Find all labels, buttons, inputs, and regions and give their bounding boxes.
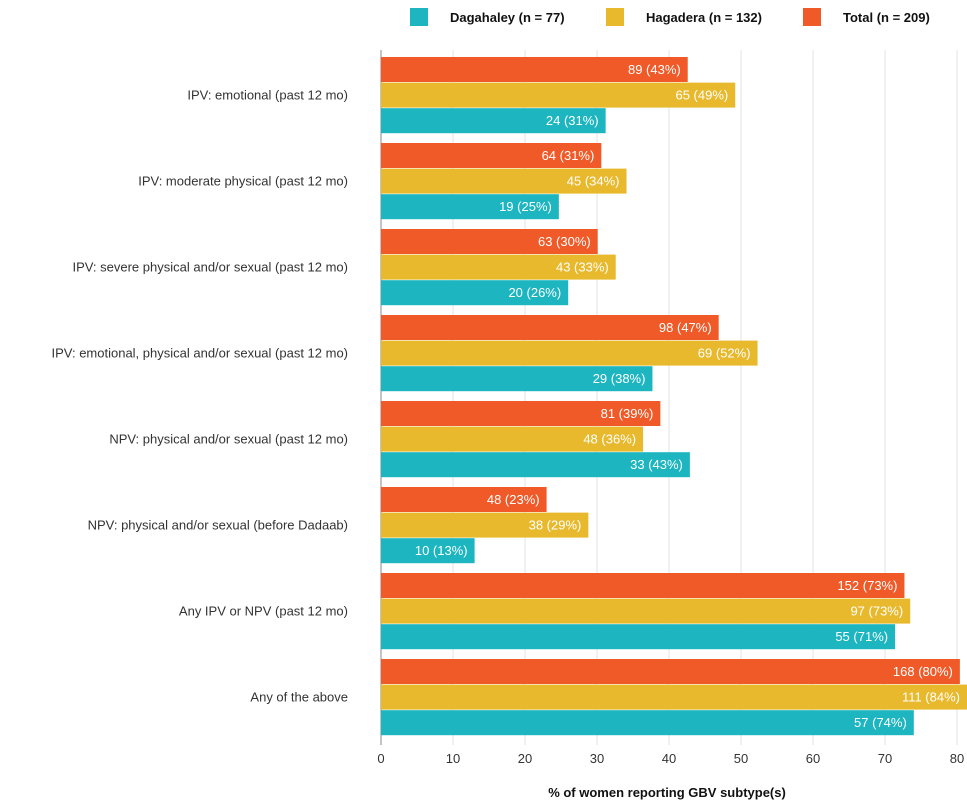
bar-value-label: 152 (73%)	[837, 578, 897, 593]
bar	[381, 426, 644, 452]
bar-value-label: 57 (74%)	[854, 715, 907, 730]
category-label: NPV: physical and/or sexual (past 12 mo)	[109, 432, 348, 447]
legend-swatch	[410, 8, 428, 26]
bar-value-label: 48 (36%)	[583, 432, 636, 447]
bar	[381, 573, 905, 598]
bar-value-label: 33 (43%)	[630, 457, 683, 472]
bar-value-label: 63 (30%)	[538, 234, 591, 249]
bar	[381, 57, 688, 82]
x-axis-title: % of women reporting GBV subtype(s)	[548, 785, 786, 800]
bar	[381, 659, 960, 684]
bar	[381, 538, 475, 564]
bar-value-label: 10 (13%)	[415, 543, 468, 558]
category-label: NPV: physical and/or sexual (before Dada…	[88, 518, 348, 533]
legend-item-label[interactable]: Total (n = 209)	[843, 10, 930, 25]
bar-value-label: 24 (31%)	[546, 113, 599, 128]
category-label: IPV: emotional, physical and/or sexual (…	[52, 346, 349, 361]
category-label: IPV: emotional (past 12 mo)	[187, 88, 348, 103]
bar-value-label: 29 (38%)	[593, 371, 646, 386]
x-tick-label: 80	[950, 751, 964, 766]
x-tick-label: 0	[377, 751, 384, 766]
x-tick-label: 10	[446, 751, 460, 766]
bar	[381, 280, 569, 306]
category-label: IPV: severe physical and/or sexual (past…	[72, 260, 348, 275]
bar-value-label: 168 (80%)	[893, 664, 953, 679]
bar-value-label: 98 (47%)	[659, 320, 712, 335]
x-tick-label: 20	[518, 751, 532, 766]
x-tick-label: 50	[734, 751, 748, 766]
category-label: Any of the above	[250, 690, 348, 705]
bar	[381, 229, 598, 254]
bars: 89 (43%) 65 (49%) 24 (31%) 64 (31%) 45 (34%)…	[381, 57, 967, 736]
category-label: IPV: moderate physical (past 12 mo)	[138, 174, 348, 189]
bar-value-label: 69 (52%)	[698, 346, 751, 361]
legend[interactable]: Dagahaley (n = 77) Hagadera (n = 132) Tota…	[410, 8, 930, 26]
x-tick-label: 70	[878, 751, 892, 766]
bar-value-label: 48 (23%)	[487, 492, 540, 507]
x-tick-label: 60	[806, 751, 820, 766]
bar	[381, 82, 736, 108]
legend-item-label[interactable]: Hagadera (n = 132)	[646, 10, 762, 25]
bar	[381, 598, 911, 624]
bar-value-label: 89 (43%)	[628, 62, 681, 77]
bar-value-label: 43 (33%)	[556, 260, 609, 275]
bar-value-label: 19 (25%)	[499, 199, 552, 214]
bar-value-label: 38 (29%)	[529, 518, 582, 533]
bar	[381, 143, 602, 168]
bar	[381, 401, 661, 426]
bar	[381, 512, 589, 538]
category-label: Any IPV or NPV (past 12 mo)	[179, 604, 348, 619]
bar	[381, 710, 914, 736]
bar	[381, 340, 758, 366]
legend-swatch	[803, 8, 821, 26]
bar	[381, 108, 606, 134]
legend-item-label[interactable]: Dagahaley (n = 77)	[450, 10, 565, 25]
bar-value-label: 20 (26%)	[508, 285, 561, 300]
legend-swatch	[606, 8, 624, 26]
bar	[381, 452, 690, 478]
bar	[381, 487, 547, 512]
category-labels: IPV: emotional (past 12 mo) IPV: moderate…	[52, 88, 349, 705]
bar	[381, 194, 559, 220]
bar-value-label: 111 (84%)	[902, 690, 960, 705]
bar	[381, 366, 653, 392]
bar	[381, 315, 719, 340]
bar	[381, 684, 967, 710]
bar	[381, 168, 627, 194]
bar-value-label: 55 (71%)	[835, 629, 888, 644]
x-tick-label: 30	[590, 751, 604, 766]
bar-value-label: 65 (49%)	[675, 88, 728, 103]
bar-value-label: 97 (73%)	[850, 604, 903, 619]
bar	[381, 254, 616, 280]
bar-value-label: 45 (34%)	[567, 174, 620, 189]
bar	[381, 624, 896, 650]
x-axis-ticks: 0 10 20 30 40 50 60 70 80	[377, 751, 964, 766]
x-tick-label: 40	[662, 751, 676, 766]
bar-value-label: 64 (31%)	[542, 148, 595, 163]
bar-value-label: 81 (39%)	[601, 406, 654, 421]
